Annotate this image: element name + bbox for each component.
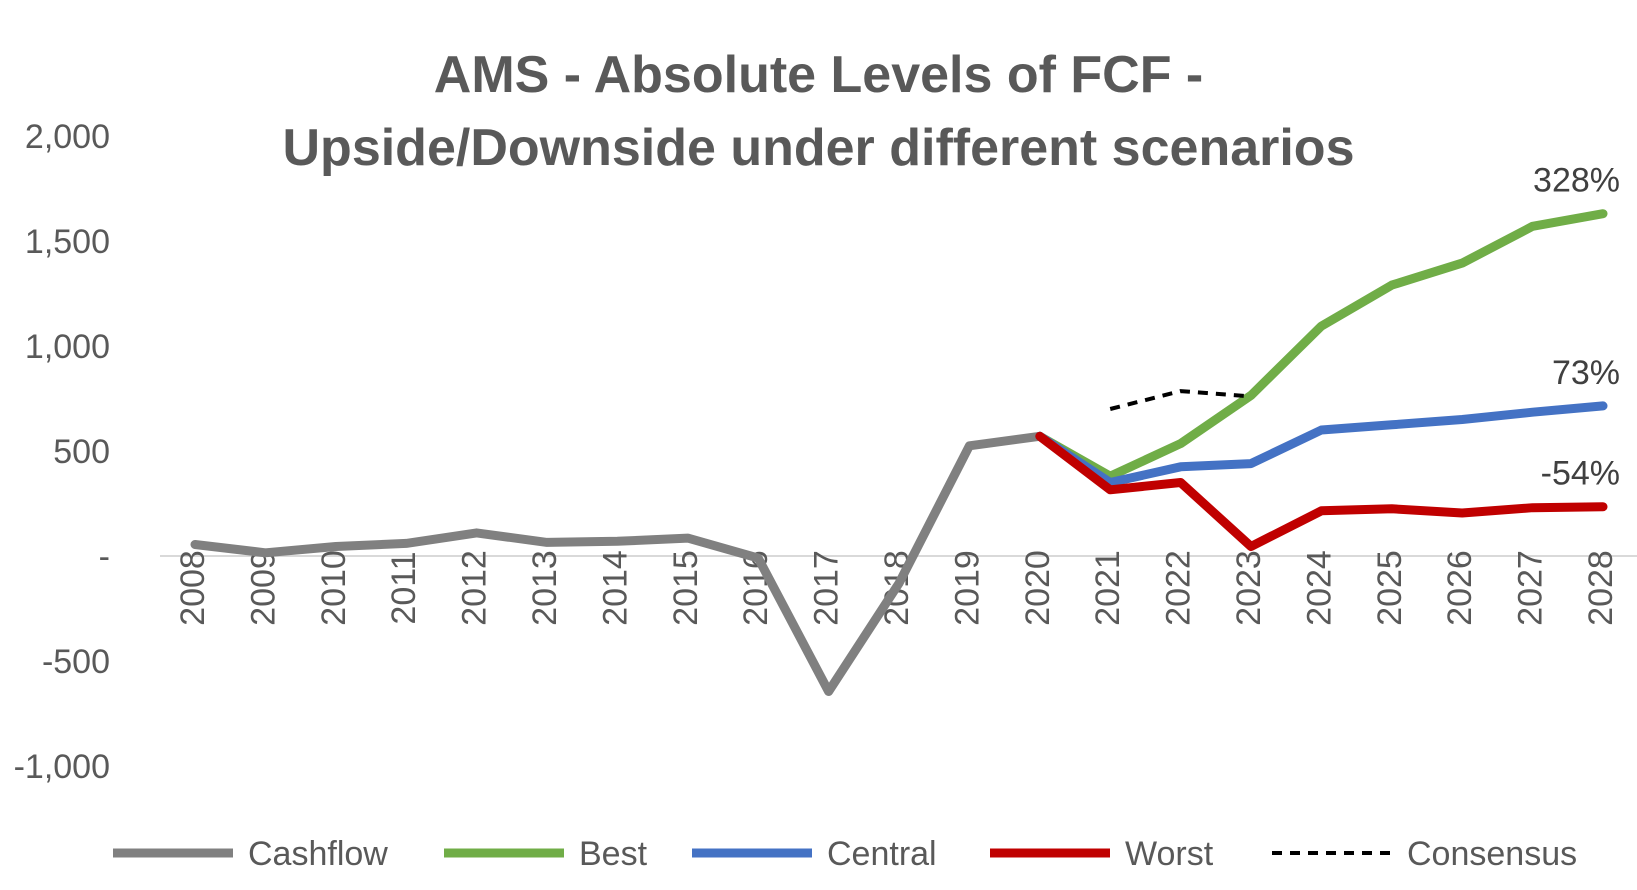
x-tick-label: 2019 [948, 550, 986, 626]
legend-label-best: Best [579, 835, 648, 873]
series-line-worst [1035, 431, 1608, 551]
x-tick-label: 2011 [385, 551, 423, 624]
x-tick-label: 2024 [1300, 550, 1338, 626]
y-tick-label: -1,000 [14, 748, 110, 786]
x-tick-label: 2027 [1512, 550, 1550, 626]
x-tick-label: 2010 [315, 550, 353, 626]
series-line-central [1035, 401, 1608, 487]
legend-label-cashflow: Cashflow [248, 835, 388, 873]
x-tick-label: 2023 [1230, 550, 1268, 626]
x-tick-label: 2017 [808, 550, 846, 626]
x-tick-label: 2009 [244, 550, 282, 626]
legend-label-worst: Worst [1125, 835, 1214, 873]
annotation-best: 328% [1533, 162, 1620, 200]
y-tick-label: 1,500 [25, 223, 110, 261]
annotation-worst: -54% [1541, 455, 1620, 493]
y-tick-label: 2,000 [25, 118, 110, 156]
y-tick-label: 500 [53, 433, 110, 471]
x-tick-label: 2008 [174, 550, 212, 626]
annotation-central: 73% [1552, 354, 1620, 392]
x-tick-label: 2014 [596, 550, 634, 626]
y-tick-label: 1,000 [25, 328, 110, 366]
legend-label-central: Central [827, 835, 937, 873]
x-tick-label: 2015 [667, 550, 705, 626]
chart-title-line-2: Upside/Downside under different scenario… [282, 119, 1355, 177]
x-tick-label: 2020 [1019, 550, 1057, 626]
x-tick-label: 2012 [456, 550, 494, 626]
series-line-best [1035, 209, 1608, 481]
series-line-cashflow [190, 431, 1045, 696]
series-line-consensus [1109, 389, 1252, 411]
legend-label-consensus: Consensus [1407, 835, 1577, 873]
chart-title-line-1: AMS - Absolute Levels of FCF - [433, 46, 1204, 104]
x-tick-label: 2028 [1582, 550, 1620, 626]
y-tick-label: -500 [42, 643, 110, 681]
x-tick-label: 2013 [526, 550, 564, 626]
x-tick-label: 2026 [1441, 550, 1479, 626]
x-tick-label: 2022 [1160, 550, 1198, 626]
x-tick-label: 2025 [1371, 550, 1409, 626]
y-tick-label: - [99, 538, 110, 576]
x-tick-label: 2021 [1089, 550, 1127, 626]
